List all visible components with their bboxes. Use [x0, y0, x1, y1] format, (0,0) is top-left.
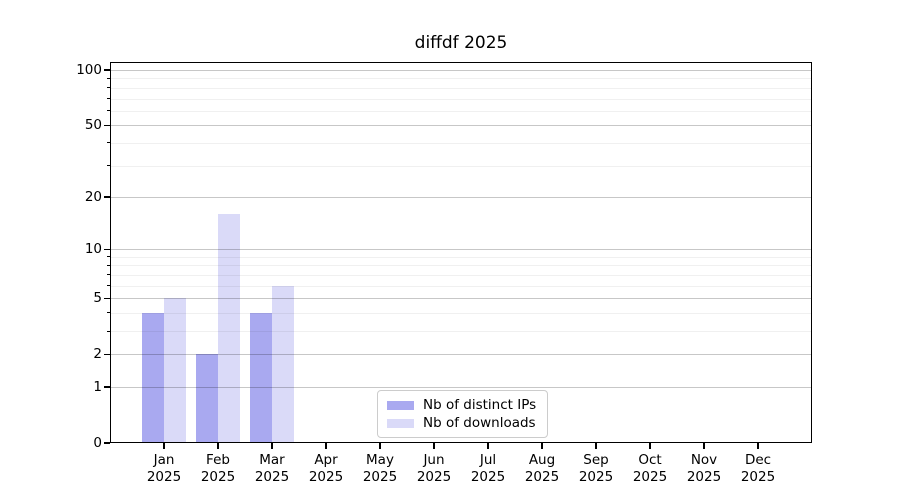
y-tick-label: 1: [93, 379, 102, 395]
y-major-tick: [104, 124, 110, 126]
minor-gridline: [110, 312, 812, 314]
plot-area: [110, 62, 812, 443]
legend-label-distinct-ips: Nb of distinct IPs: [423, 397, 537, 413]
y-minor-tick: [106, 285, 110, 287]
x-tick-label-apr: Apr 2025: [308, 452, 344, 485]
minor-gridline: [110, 87, 812, 89]
x-tick: [649, 443, 651, 449]
x-tick-label-mar: Mar 2025: [254, 452, 290, 485]
x-tick-label-jan: Jan 2025: [146, 452, 182, 485]
x-tick: [271, 443, 273, 449]
minor-gridline: [110, 265, 812, 267]
y-minor-tick: [106, 165, 110, 166]
x-tick: [541, 443, 543, 449]
y-tick-label: 20: [84, 188, 102, 205]
y-minor-tick: [106, 274, 110, 276]
y-major-tick: [104, 69, 110, 71]
major-gridline: [110, 298, 812, 300]
bar-distinct-ips-mar: [250, 312, 272, 443]
major-gridline: [110, 70, 812, 71]
major-gridline: [110, 387, 812, 388]
legend-swatch-downloads: [387, 418, 414, 428]
x-tick: [163, 443, 165, 449]
y-major-tick: [104, 196, 110, 198]
y-minor-tick: [106, 330, 110, 332]
y-tick-label: 5: [93, 290, 102, 307]
x-tick: [433, 443, 435, 449]
x-tick: [379, 443, 381, 449]
y-minor-tick: [106, 312, 110, 314]
major-gridline: [110, 125, 812, 127]
x-tick-label-sep: Sep 2025: [578, 452, 614, 485]
bar-downloads-feb: [218, 214, 240, 443]
y-major-tick: [104, 442, 110, 444]
minor-gridline: [110, 98, 812, 100]
y-minor-tick: [106, 77, 110, 79]
x-tick-label-aug: Aug 2025: [524, 452, 560, 485]
x-tick: [217, 443, 219, 449]
minor-gridline: [110, 142, 812, 144]
x-tick: [325, 443, 327, 449]
y-tick-label: 2: [93, 346, 102, 363]
x-tick: [703, 443, 705, 449]
minor-gridline: [110, 78, 812, 80]
legend-item-downloads: Nb of downloads: [387, 414, 538, 432]
x-tick-label-oct: Oct 2025: [632, 452, 668, 485]
x-tick-label-jul: Jul 2025: [470, 452, 506, 485]
minor-gridline: [110, 331, 812, 332]
x-tick-label-dec: Dec 2025: [740, 452, 776, 485]
x-tick-label-nov: Nov 2025: [686, 452, 722, 485]
y-tick-label: 10: [84, 241, 102, 258]
x-tick: [595, 443, 597, 449]
y-major-tick: [104, 248, 110, 250]
y-tick-label: 50: [84, 117, 102, 134]
y-tick-label: 0: [93, 435, 102, 451]
x-tick: [487, 443, 489, 449]
y-minor-tick: [106, 256, 110, 258]
chart-title: diffdf 2025: [414, 33, 508, 53]
y-minor-tick: [106, 98, 110, 99]
y-minor-tick: [106, 110, 110, 112]
legend: Nb of distinct IPs Nb of downloads: [377, 390, 548, 438]
minor-gridline: [110, 165, 812, 167]
major-gridline: [110, 196, 812, 198]
y-minor-tick: [106, 87, 110, 89]
y-tick-label: 100: [76, 62, 102, 78]
minor-gridline: [110, 274, 812, 276]
bar-downloads-jan: [164, 298, 186, 443]
x-tick-label-feb: Feb 2025: [200, 452, 236, 485]
minor-gridline: [110, 285, 812, 287]
minor-gridline: [110, 256, 812, 258]
major-gridline: [110, 354, 812, 356]
x-tick: [757, 443, 759, 449]
x-tick-label-jun: Jun 2025: [416, 452, 452, 485]
legend-label-downloads: Nb of downloads: [423, 415, 536, 431]
x-tick-label-may: May 2025: [362, 452, 398, 485]
minor-gridline: [110, 110, 812, 112]
legend-item-distinct-ips: Nb of distinct IPs: [387, 396, 538, 414]
y-minor-tick: [106, 142, 110, 144]
y-major-tick: [104, 353, 110, 355]
legend-swatch-distinct-ips: [387, 400, 414, 410]
bar-distinct-ips-jan: [142, 312, 164, 443]
y-major-tick: [104, 386, 110, 388]
y-major-tick: [104, 297, 110, 299]
y-minor-tick: [106, 264, 110, 266]
major-gridline: [110, 249, 812, 251]
bar-distinct-ips-feb: [196, 354, 218, 443]
bar-downloads-mar: [272, 285, 294, 443]
